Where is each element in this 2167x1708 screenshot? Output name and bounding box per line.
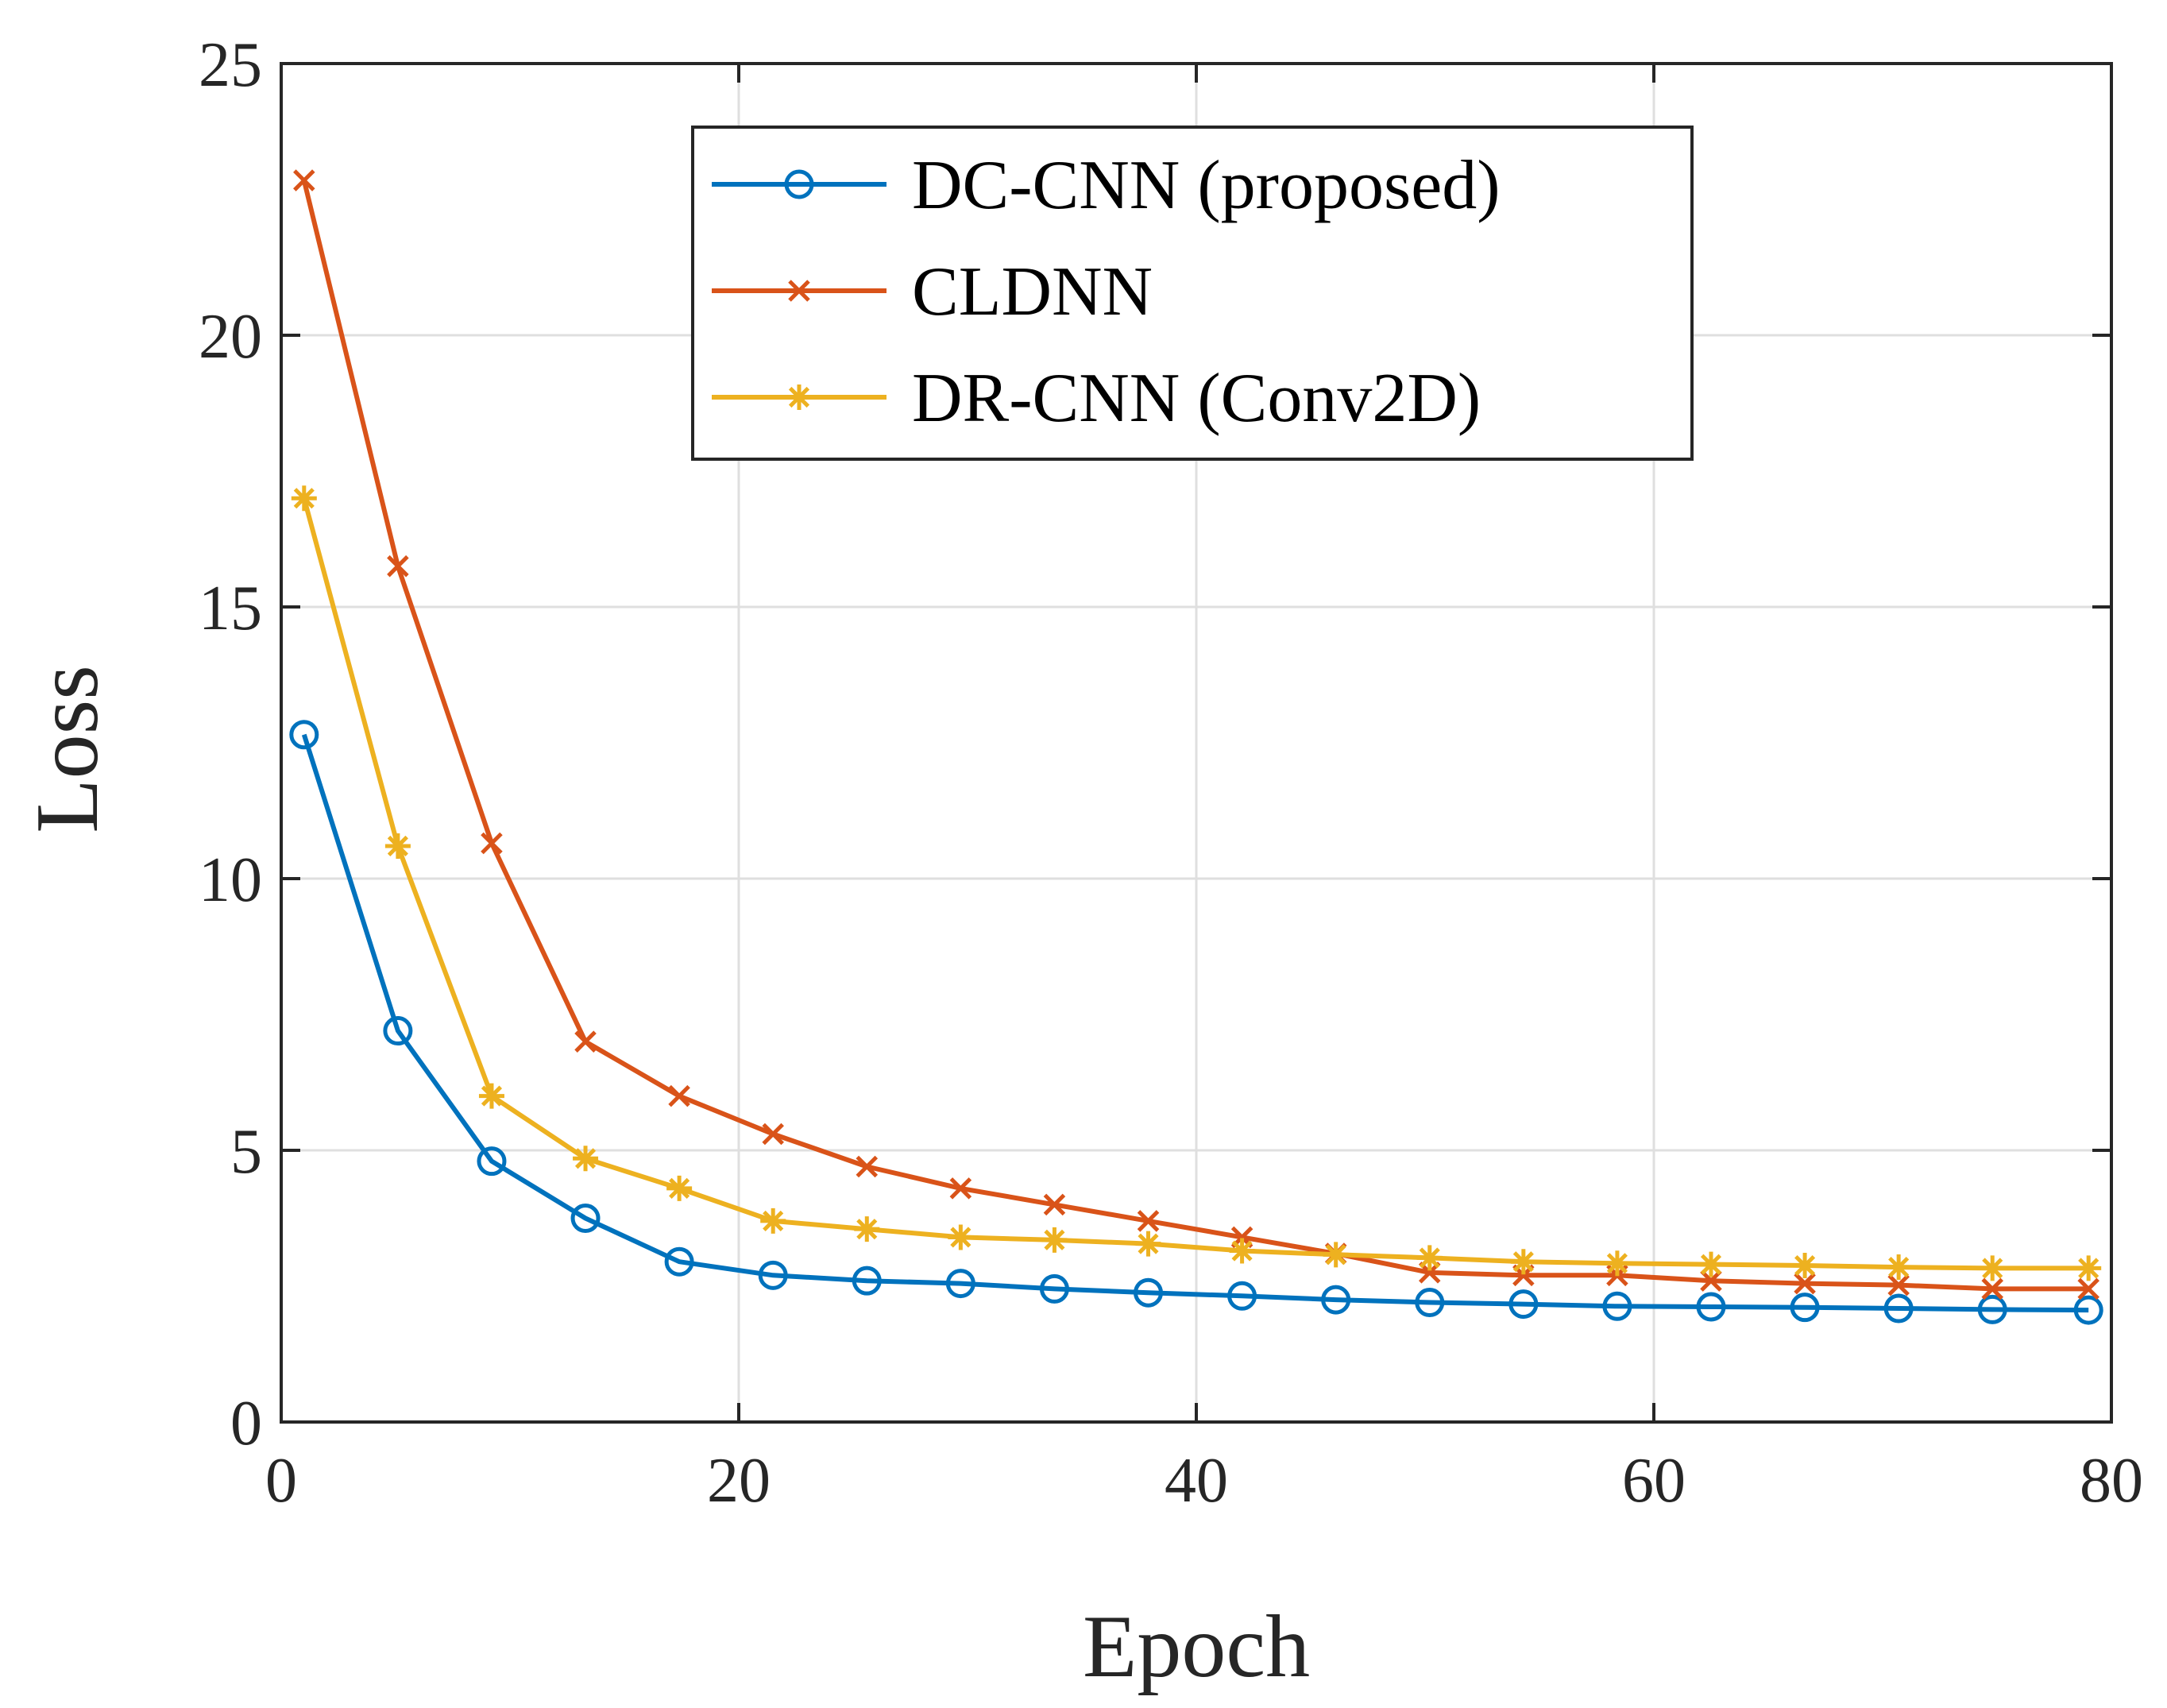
data-point bbox=[948, 1224, 974, 1250]
data-point bbox=[762, 1123, 784, 1146]
series-1 bbox=[293, 169, 2099, 1300]
data-point bbox=[1977, 1294, 2007, 1324]
data-point bbox=[1043, 1193, 1066, 1216]
y-tick-label: 25 bbox=[199, 30, 262, 100]
data-point bbox=[574, 1030, 597, 1053]
legend-item: CLDNN bbox=[712, 253, 1153, 330]
data-point bbox=[2073, 1295, 2103, 1325]
legend-marker bbox=[786, 384, 812, 410]
data-point bbox=[1886, 1254, 1912, 1281]
legend: DC-CNN (proposed) CLDNN DR-CNN (Conv2D) bbox=[691, 126, 1694, 461]
x-tick-label: 40 bbox=[1165, 1446, 1228, 1516]
y-tick-label: 15 bbox=[199, 574, 262, 643]
data-point bbox=[1698, 1251, 1724, 1277]
series-0 bbox=[289, 720, 2103, 1325]
series-line bbox=[301, 733, 2089, 1313]
data-point bbox=[1321, 1285, 1351, 1315]
legend-marker bbox=[788, 280, 810, 302]
x-tick-label: 20 bbox=[707, 1446, 771, 1516]
data-point bbox=[1510, 1249, 1536, 1275]
data-point bbox=[1416, 1245, 1443, 1271]
tick-labels: 0 20 40 60 80 0 5 10 15 20 25 bbox=[199, 30, 2143, 1516]
data-point bbox=[1792, 1253, 1818, 1279]
data-point bbox=[945, 1269, 975, 1299]
data-point bbox=[1790, 1293, 1820, 1323]
x-axis-title: Epoch bbox=[1083, 1598, 1310, 1696]
data-point bbox=[854, 1216, 880, 1242]
data-point bbox=[1508, 1289, 1539, 1320]
data-point bbox=[1696, 1292, 1726, 1322]
data-point bbox=[1981, 1277, 2004, 1300]
legend-label: CLDNN bbox=[912, 253, 1153, 330]
data-point bbox=[1229, 1238, 1255, 1264]
data-point bbox=[1980, 1255, 2006, 1281]
data-point bbox=[1041, 1227, 1068, 1253]
data-point bbox=[664, 1246, 694, 1277]
y-tick-label: 5 bbox=[230, 1117, 262, 1187]
series-lines bbox=[289, 169, 2103, 1325]
data-point bbox=[289, 720, 319, 750]
series-line bbox=[301, 497, 2089, 1271]
legend-label: DR-CNN (Conv2D) bbox=[912, 360, 1481, 437]
data-point bbox=[1700, 1269, 1722, 1292]
legend-item: DC-CNN (proposed) bbox=[712, 147, 1501, 224]
axes bbox=[280, 62, 2113, 1424]
data-point bbox=[949, 1177, 972, 1200]
data-point bbox=[383, 1016, 413, 1046]
data-point bbox=[1794, 1272, 1816, 1295]
data-point bbox=[760, 1208, 786, 1234]
data-point bbox=[1227, 1281, 1257, 1311]
x-tick-label: 80 bbox=[2080, 1446, 2143, 1516]
data-point bbox=[291, 485, 317, 512]
data-point bbox=[1137, 1210, 1160, 1232]
data-point bbox=[1887, 1273, 1910, 1296]
data-point bbox=[852, 1266, 882, 1296]
data-point bbox=[1602, 1291, 1632, 1321]
y-tick-label: 0 bbox=[230, 1389, 262, 1459]
legend-marker bbox=[784, 169, 814, 199]
data-point bbox=[666, 1175, 693, 1201]
data-point bbox=[387, 555, 409, 578]
y-tick-label: 20 bbox=[199, 302, 262, 372]
data-point bbox=[478, 1083, 504, 1109]
data-point bbox=[758, 1260, 788, 1290]
data-point bbox=[477, 1146, 507, 1177]
data-point bbox=[1135, 1231, 1161, 1257]
legend-item: DR-CNN (Conv2D) bbox=[712, 360, 1481, 437]
x-tick-label: 0 bbox=[265, 1446, 297, 1516]
data-point bbox=[384, 833, 411, 859]
series-2 bbox=[291, 485, 2102, 1281]
series-line bbox=[301, 180, 2089, 1292]
data-point bbox=[573, 1146, 599, 1172]
y-axis-title: Loss bbox=[18, 665, 117, 833]
data-point bbox=[570, 1204, 601, 1233]
data-point bbox=[293, 169, 315, 191]
data-point bbox=[2076, 1255, 2102, 1281]
data-point bbox=[668, 1084, 690, 1107]
data-point bbox=[856, 1155, 879, 1178]
x-tick-label: 60 bbox=[1622, 1446, 1686, 1516]
data-point bbox=[1134, 1277, 1164, 1308]
data-point bbox=[481, 832, 503, 855]
data-point bbox=[1883, 1293, 1914, 1324]
data-point bbox=[2077, 1277, 2099, 1300]
data-point bbox=[1323, 1242, 1349, 1268]
data-point bbox=[1415, 1288, 1445, 1318]
data-point bbox=[1039, 1273, 1069, 1304]
legend-label: DC-CNN (proposed) bbox=[912, 147, 1501, 224]
y-tick-label: 10 bbox=[199, 845, 262, 915]
data-point bbox=[1604, 1250, 1630, 1277]
